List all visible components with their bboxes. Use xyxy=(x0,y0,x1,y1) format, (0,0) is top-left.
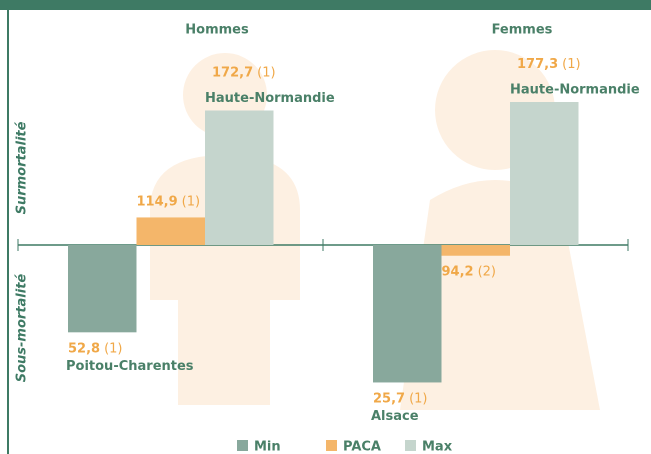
value-label: 25,7 (1) xyxy=(373,391,428,406)
legend-swatch xyxy=(237,440,248,451)
note: (1) xyxy=(104,341,122,356)
note: (1) xyxy=(409,391,427,406)
bar xyxy=(137,217,206,245)
value-label: 172,7 (1) xyxy=(212,65,276,80)
value: 177,3 xyxy=(517,56,558,71)
region-label: Haute-Normandie xyxy=(510,82,640,97)
value-label: 94,2 (2) xyxy=(442,264,497,279)
y-label: Sous-mortalité xyxy=(15,274,30,383)
bar xyxy=(205,111,274,245)
note: (2) xyxy=(478,264,496,279)
value-label: 177,3 (1) xyxy=(517,56,581,71)
value: 114,9 xyxy=(137,194,178,209)
value-label: 52,8 (1) xyxy=(68,341,123,356)
region-label: Alsace xyxy=(371,409,419,424)
top-band xyxy=(0,0,651,10)
region-label: Haute-Normandie xyxy=(205,91,335,106)
note: (1) xyxy=(562,56,580,71)
y-label: Surmortalité xyxy=(15,121,30,214)
note: (1) xyxy=(257,65,275,80)
legend-label: Max xyxy=(422,440,453,454)
legend-swatch xyxy=(326,440,337,451)
bar xyxy=(442,245,511,256)
bar xyxy=(510,102,579,245)
chart: Surmortalité Sous-mortalité Hommes 52,8 (1… xyxy=(0,0,651,454)
value: 172,7 xyxy=(212,65,253,80)
page: {"chart_data": {"type": "bar", "categori… xyxy=(0,0,651,454)
note: (1) xyxy=(182,194,200,209)
legend-label: PACA xyxy=(343,440,381,454)
region-label: Poitou-Charentes xyxy=(66,359,194,374)
bar xyxy=(373,245,442,382)
legend-label: Min xyxy=(254,440,281,454)
bar xyxy=(68,245,137,332)
value: 94,2 xyxy=(442,264,474,279)
value-label: 114,9 (1) xyxy=(137,194,201,209)
value: 52,8 xyxy=(68,341,100,356)
value: 25,7 xyxy=(373,391,405,406)
category-title: Femmes xyxy=(492,23,553,38)
category-title: Hommes xyxy=(185,23,249,38)
legend-swatch xyxy=(405,440,416,451)
